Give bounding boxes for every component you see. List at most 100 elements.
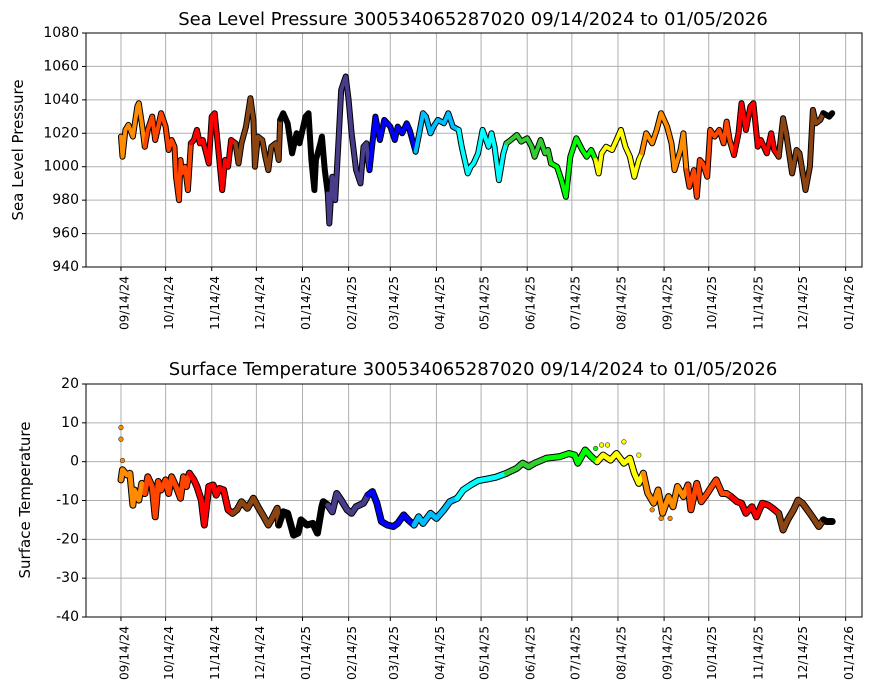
series-segment [278, 111, 330, 196]
x-tick-label: 06/14/25 [524, 626, 538, 680]
data-point [649, 507, 655, 513]
series-segment [142, 111, 193, 203]
series-segment [593, 127, 644, 179]
gridlines [86, 32, 862, 268]
series-segment [454, 470, 509, 501]
series-segment [639, 111, 689, 173]
x-tick-label: 01/14/25 [299, 626, 313, 680]
x-tick-label: 12/14/25 [796, 626, 810, 680]
series-segment [728, 494, 782, 520]
data-point [658, 515, 664, 521]
series-segment [365, 489, 417, 529]
x-tick-label: 10/14/24 [162, 276, 176, 330]
series-segment [411, 495, 460, 528]
x-tick-label: 04/14/25 [433, 276, 447, 330]
y-tick-label: -40 [56, 609, 79, 625]
y-tick-label: 1040 [43, 92, 79, 108]
x-tick-label: 08/14/25 [614, 626, 628, 680]
x-tick-label: 05/14/25 [478, 276, 492, 330]
y-tick-label: 1060 [43, 58, 79, 74]
x-tick-label: 07/14/25 [568, 626, 582, 680]
x-tick-label: 04/14/25 [433, 626, 447, 680]
y-tick-label: 10 [61, 415, 79, 431]
series-segment [821, 111, 835, 119]
y-tick-label: 1080 [43, 25, 79, 41]
x-tick-label: 11/14/24 [208, 626, 222, 680]
x-tick-label: 01/14/26 [842, 626, 856, 680]
series-segment [233, 96, 283, 173]
x-tick-label: 12/14/25 [796, 276, 810, 330]
series-segment [325, 74, 372, 226]
data-point [119, 457, 126, 464]
x-tick-label: 05/14/25 [478, 626, 492, 680]
y-tick-label: 980 [52, 192, 79, 208]
axes-frame [85, 383, 863, 618]
x-tick-label: 11/14/24 [208, 276, 222, 330]
y-tick-label: 960 [52, 226, 79, 242]
series-segment [118, 467, 148, 508]
series-segment [732, 101, 781, 159]
series-segment [186, 470, 236, 528]
y-tick-label: 940 [52, 259, 79, 275]
y-tick-label: -20 [56, 531, 79, 547]
data-point [593, 445, 599, 452]
surface-temperature-chart: Surface Temperature 300534065287020 09/1… [16, 359, 863, 680]
sea-level-pressure-chart: Sea Level Pressure 300534065287020 09/14… [9, 9, 863, 330]
y-tick-label: 1000 [43, 159, 79, 175]
x-tick-label: 10/14/25 [705, 626, 719, 680]
series-segment [503, 455, 549, 476]
x-tick-label: 02/14/25 [345, 276, 359, 330]
series-segment [549, 136, 598, 199]
x-tick-label: 09/14/24 [117, 276, 131, 330]
y-axis-label: Surface Temperature [16, 422, 34, 579]
x-tick-label: 01/14/25 [299, 276, 313, 330]
chart-title: Sea Level Pressure 300534065287020 09/14… [178, 9, 768, 30]
series-segment [776, 497, 826, 533]
series-segment [544, 447, 600, 466]
x-tick-label: 01/14/26 [842, 276, 856, 330]
y-tick-label: 20 [61, 376, 79, 392]
y-tick-label: -30 [56, 570, 79, 586]
series-segment [640, 470, 691, 516]
series-segment [594, 451, 646, 486]
x-tick-label: 11/14/25 [751, 276, 765, 330]
x-tick-label: 10/14/24 [162, 626, 176, 680]
series-segment [456, 127, 509, 183]
series-segment [188, 111, 238, 193]
series-segment [413, 111, 461, 154]
series-segment [142, 470, 192, 520]
y-tick-label: -10 [56, 493, 79, 509]
data-point [598, 442, 605, 448]
data-point [667, 515, 673, 521]
chart-title: Surface Temperature 300534065287020 09/1… [169, 359, 778, 380]
y-tick-label: 0 [70, 454, 79, 470]
series-segment [119, 101, 147, 159]
x-tick-label: 08/14/25 [614, 276, 628, 330]
series-segment [230, 495, 282, 528]
series-segment [367, 114, 418, 173]
x-tick-label: 11/14/25 [751, 626, 765, 680]
x-tick-label: 02/14/25 [345, 626, 359, 680]
x-tick-label: 12/14/24 [253, 276, 267, 330]
series-segment [776, 107, 826, 193]
series-segment [325, 491, 371, 516]
x-tick-label: 10/14/25 [705, 276, 719, 330]
y-tick-label: 1020 [43, 125, 79, 141]
y-axis-label: Sea Level Pressure [9, 79, 27, 220]
x-tick-label: 03/14/25 [387, 626, 401, 680]
series-segment [684, 119, 736, 199]
x-tick-label: 09/14/25 [661, 626, 675, 680]
x-tick-label: 03/14/25 [387, 276, 401, 330]
axes-frame [85, 32, 863, 268]
x-tick-label: 07/14/25 [568, 276, 582, 330]
series-segment [685, 477, 734, 513]
data-point [118, 436, 124, 442]
data-point [118, 424, 124, 431]
x-tick-label: 09/14/24 [117, 626, 131, 680]
x-tick-label: 09/14/25 [661, 276, 675, 330]
series-segment [504, 133, 553, 166]
series-segment [820, 517, 835, 524]
x-tick-label: 06/14/25 [524, 276, 538, 330]
data-point [621, 439, 627, 445]
